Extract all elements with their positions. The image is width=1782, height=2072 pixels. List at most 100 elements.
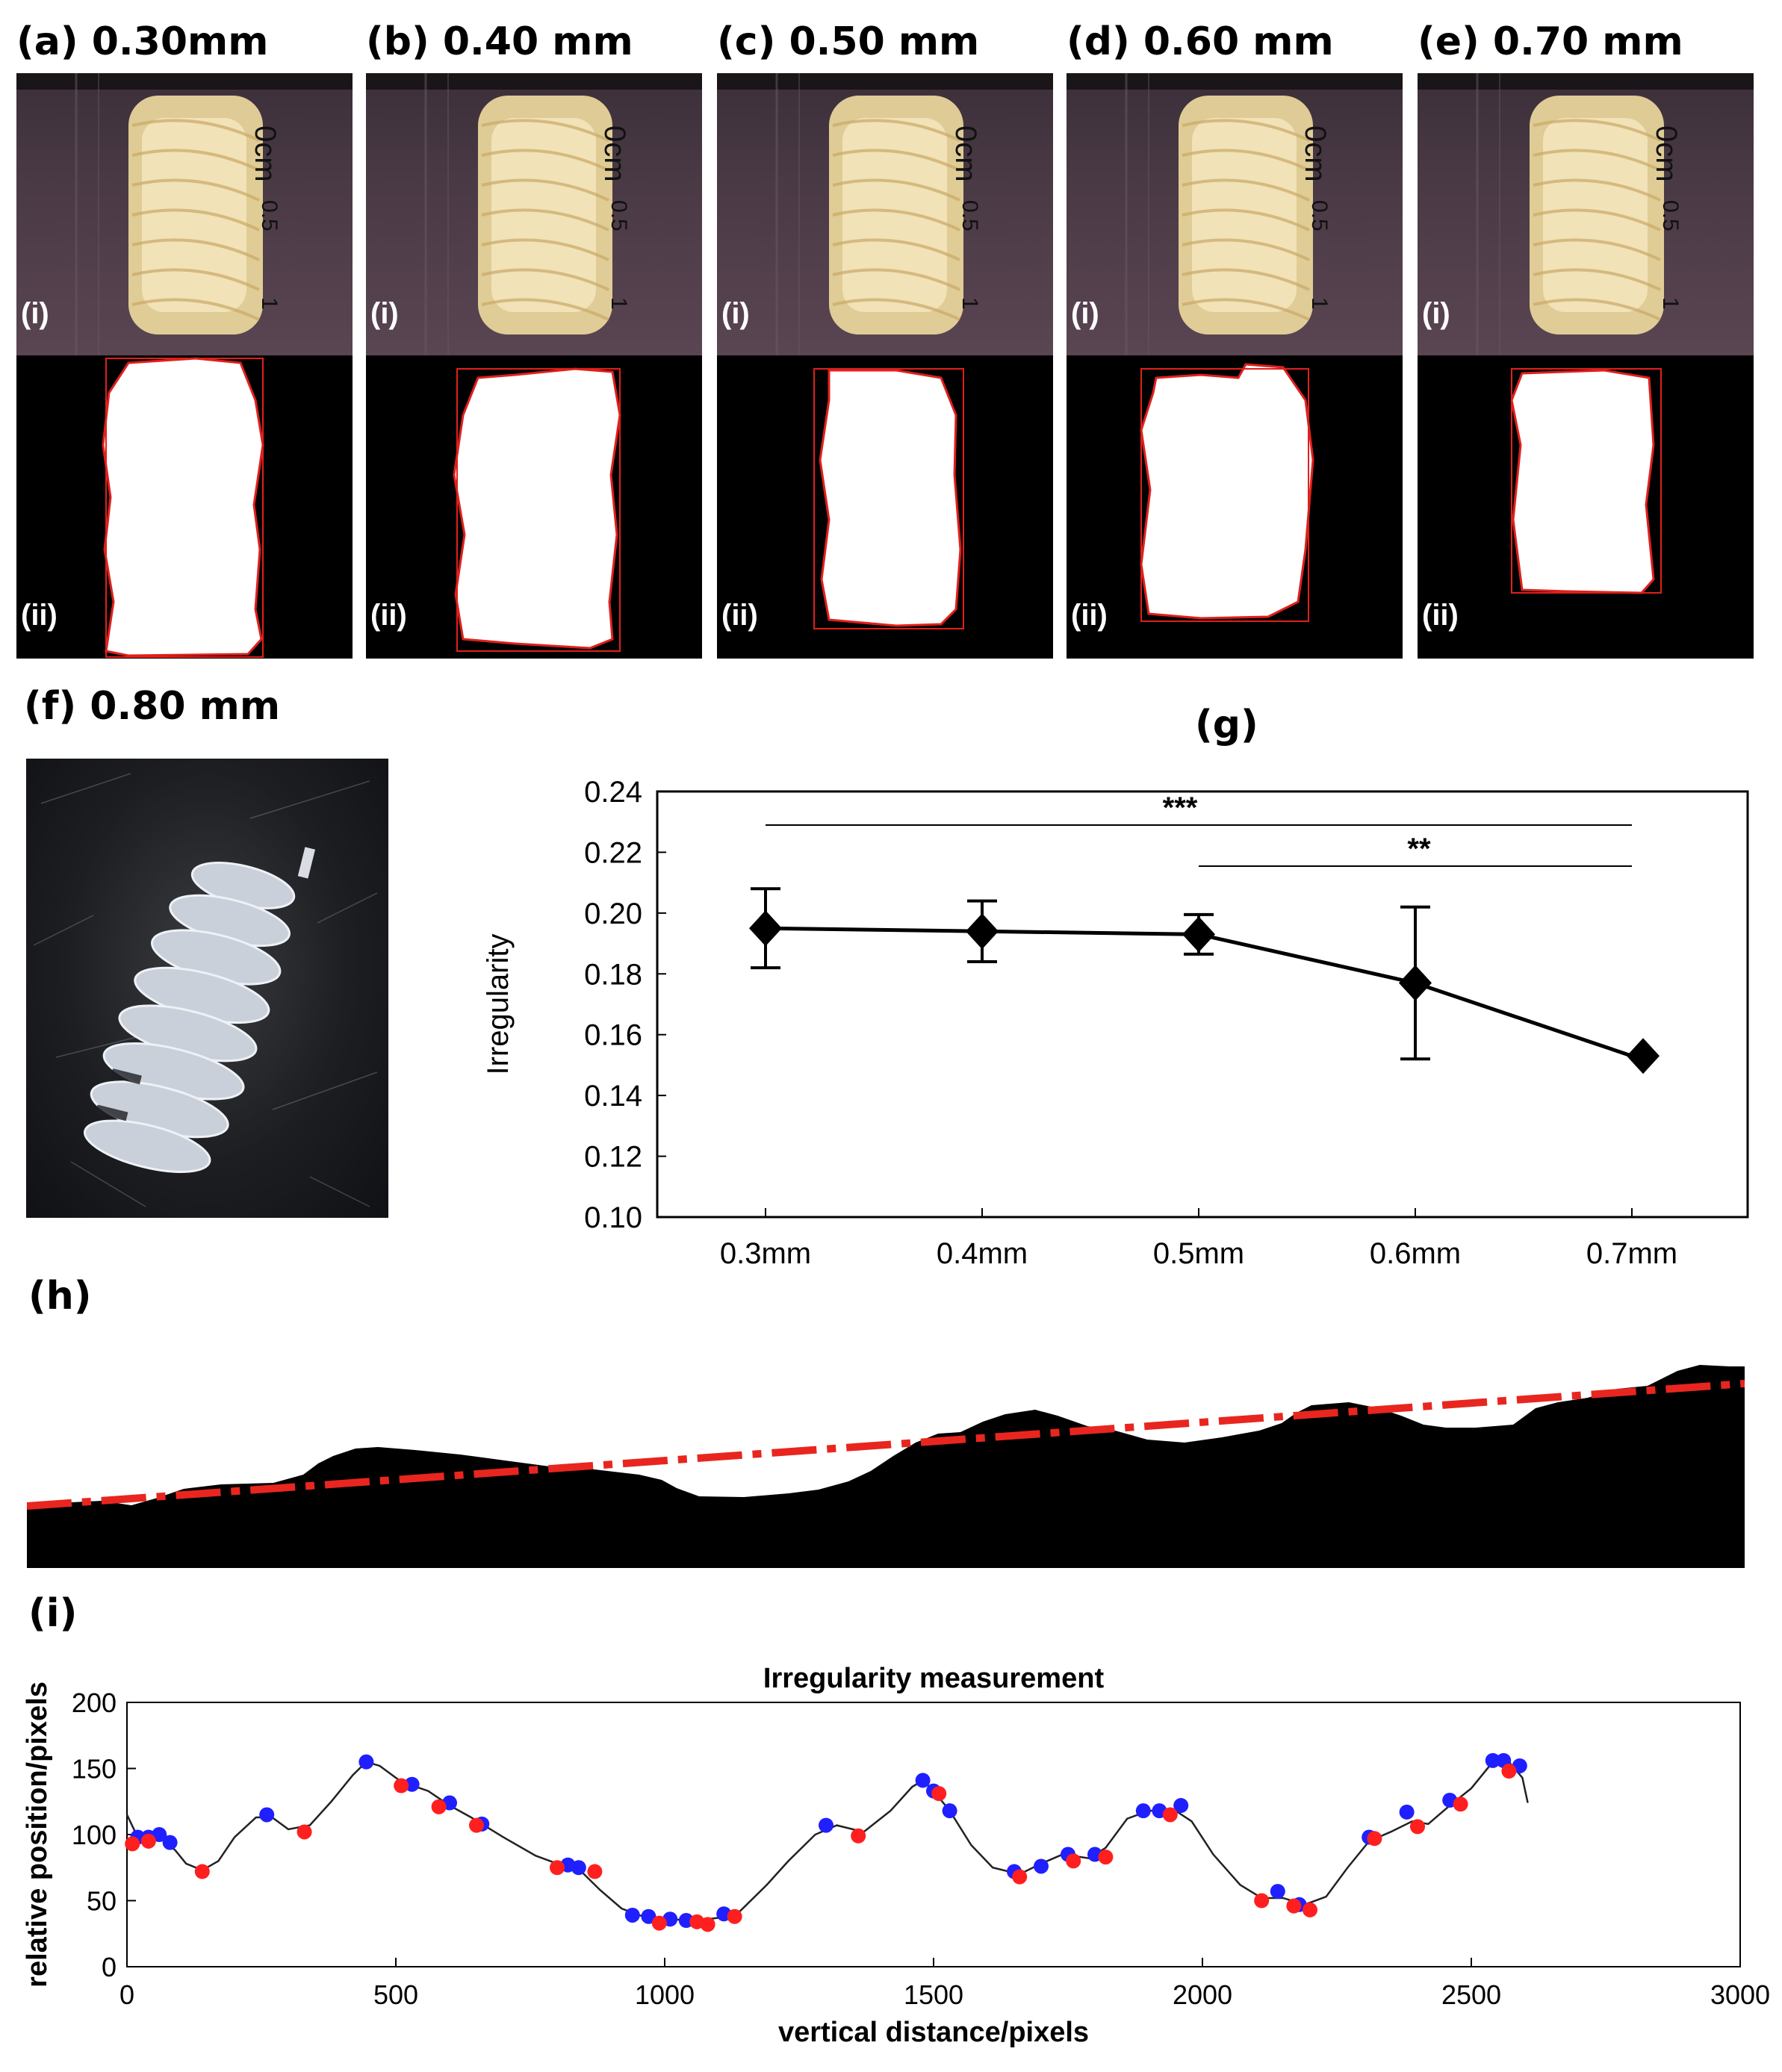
mask-shape	[1510, 368, 1662, 594]
subpanel-ii-label: (ii)	[21, 599, 58, 632]
ruler-label: 0cm	[949, 125, 982, 182]
red-point	[1501, 1764, 1517, 1779]
red-point	[297, 1824, 312, 1840]
subpanel-i-label: (i)	[370, 297, 399, 330]
photo-e: 0cm 0.5 1 (i)	[1418, 73, 1754, 355]
y-axis-label: Irregularity	[482, 934, 515, 1075]
significance-label: **	[1407, 833, 1431, 865]
blue-point	[259, 1807, 275, 1823]
panel-g-label: (g)	[1195, 703, 1258, 747]
red-point	[1162, 1807, 1178, 1823]
printed-scaffold-photo-f	[33, 773, 378, 1207]
panel-e-label: (e) 0.70 mm	[1418, 19, 1683, 64]
binary-mask-c: (ii)	[717, 355, 1053, 659]
panel-f-photo	[26, 759, 388, 1218]
subpanel-ii-label: (ii)	[1422, 599, 1459, 632]
y-tick-label: 0.14	[584, 1080, 642, 1113]
x-tick-label: 0.3mm	[720, 1237, 811, 1270]
blue-point	[1270, 1884, 1285, 1900]
panel-f-size: 0.80 mm	[90, 684, 281, 729]
ruler-label: 0cm	[249, 125, 282, 182]
panel-d-label: (d) 0.60 mm	[1067, 19, 1334, 64]
blue-point	[358, 1754, 374, 1770]
data-point	[749, 910, 782, 947]
ruler-label: 0.5	[606, 200, 631, 231]
mask-shape	[1140, 363, 1314, 622]
red-point	[1410, 1819, 1425, 1835]
subpanel-ii-label: (ii)	[370, 599, 407, 632]
photo-d: 0cm 0.5 1 (i)	[1067, 73, 1403, 355]
red-point	[1254, 1893, 1270, 1908]
data-point	[1399, 965, 1432, 1001]
blue-point	[915, 1773, 931, 1788]
photo-a: 0cm 0.5 1 (i)	[16, 73, 353, 355]
panel-c-label: (c) 0.50 mm	[717, 19, 980, 64]
red-point	[431, 1799, 447, 1814]
red-point	[1367, 1831, 1382, 1847]
blue-point	[942, 1803, 957, 1819]
mask-shape	[453, 367, 621, 652]
x-tick-label: 0	[119, 1979, 134, 2010]
x-tick-label: 0.4mm	[937, 1237, 1028, 1270]
y-tick-label: 0.24	[584, 776, 642, 809]
binary-mask-d: (ii)	[1067, 355, 1403, 659]
panel-f-tag: (f)	[24, 684, 77, 729]
subpanel-ii-label: (ii)	[1071, 599, 1108, 632]
blue-point	[819, 1817, 833, 1833]
panel-f-label: (f) 0.80 mm	[24, 687, 280, 726]
subpanel-i-label: (i)	[721, 297, 750, 330]
data-point	[1627, 1038, 1660, 1074]
y-tick-label: 50	[87, 1886, 117, 1917]
red-point	[1066, 1853, 1081, 1869]
ruler-label: 1	[957, 297, 982, 310]
x-tick-label: 500	[373, 1979, 418, 2010]
blue-point	[1173, 1798, 1189, 1814]
irregularity-line-chart: 0.10 0.12 0.14 0.16 0.18 0.20 0.22 0.24 0.3mm 0.4…	[482, 776, 1749, 1270]
edge-profile-image	[27, 1365, 1745, 1568]
binary-mask-e: (ii)	[1418, 355, 1754, 659]
ruler-label: 1	[1307, 297, 1332, 310]
photo-c: 0cm 0.5 1 (i)	[717, 73, 1053, 355]
red-point	[1453, 1796, 1468, 1812]
red-point	[700, 1917, 715, 1932]
red-point	[394, 1778, 409, 1793]
chart-title: Irregularity measurement	[763, 1663, 1105, 1694]
panel-i-label: (i)	[28, 1591, 78, 1636]
edge-profile-silhouette	[27, 1365, 1745, 1568]
y-tick-label: 200	[72, 1687, 117, 1718]
y-tick-label: 0.16	[584, 1019, 642, 1052]
blue-point	[571, 1860, 586, 1876]
ruler-label: 0.5	[957, 200, 982, 231]
ruler-label: 0cm	[1299, 125, 1332, 182]
red-point	[851, 1828, 866, 1844]
irregularity-measurement-chart: 0 500 1000 1500 2000 2500 3000 0 50 100 150 200 Irre…	[22, 1663, 1770, 2048]
red-point	[194, 1864, 210, 1879]
binary-mask-b: (ii)	[366, 355, 702, 659]
significance-label: ***	[1163, 791, 1198, 824]
y-tick-label: 150	[72, 1754, 117, 1785]
red-point	[931, 1786, 947, 1802]
x-tick-label: 0.6mm	[1370, 1237, 1461, 1270]
red-point	[651, 1915, 667, 1931]
red-point	[727, 1908, 742, 1924]
ruler-label: 0.5	[1307, 200, 1332, 231]
x-tick-label: 0.7mm	[1586, 1237, 1677, 1270]
x-tick-label: 1000	[635, 1979, 695, 2010]
x-tick-label: 0.5mm	[1153, 1237, 1244, 1270]
data-point	[966, 913, 999, 950]
subpanel-i-label: (i)	[1071, 297, 1099, 330]
scaffold-photo	[366, 73, 702, 355]
y-tick-label: 0	[102, 1952, 117, 1982]
red-point	[125, 1836, 140, 1852]
ruler-label: 0.5	[257, 200, 282, 231]
scaffold-photo	[1418, 73, 1754, 355]
y-tick-label: 0.22	[584, 836, 642, 869]
red-point	[1286, 1898, 1302, 1914]
blue-point	[624, 1907, 640, 1923]
y-tick-label: 0.18	[584, 958, 642, 991]
photo-b: 0cm 0.5 1 (i)	[366, 73, 702, 355]
y-tick-label: 0.20	[584, 897, 642, 930]
red-point	[1098, 1849, 1114, 1865]
x-tick-label: 1500	[904, 1979, 963, 2010]
ruler-label: 0cm	[1650, 125, 1683, 182]
